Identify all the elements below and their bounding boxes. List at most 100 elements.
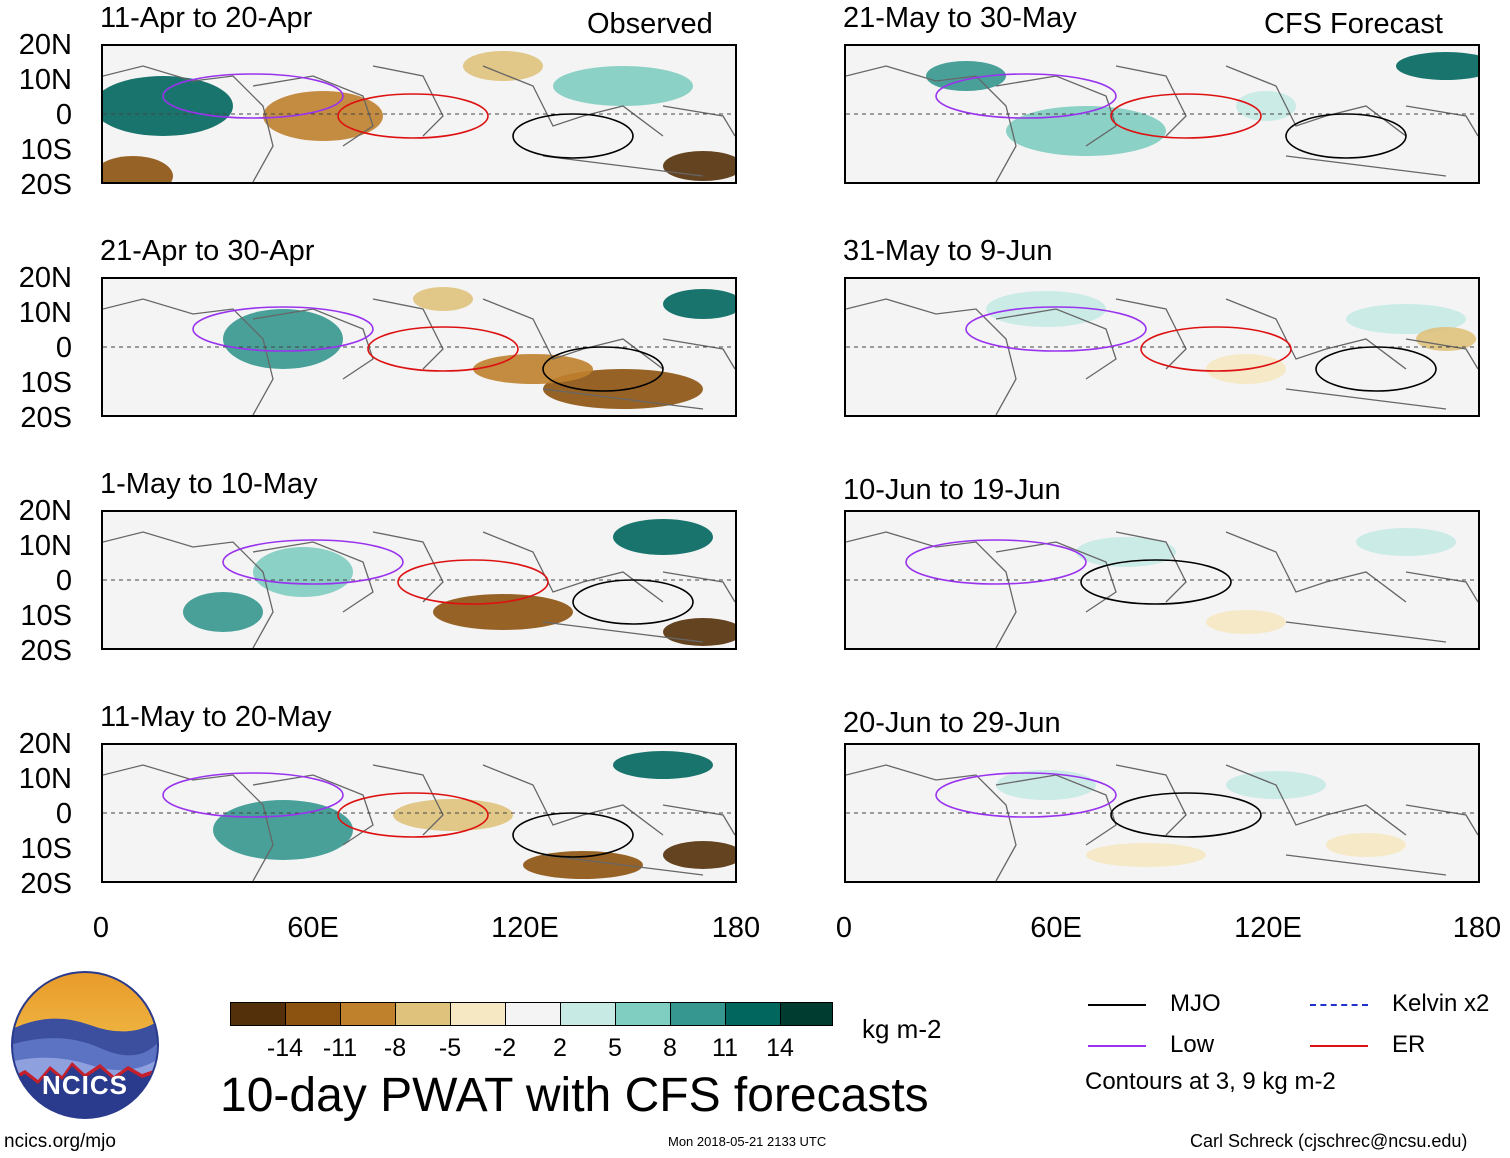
pwat-anomaly-blob <box>103 156 173 182</box>
coastline <box>482 531 664 603</box>
wave-contour <box>572 579 694 625</box>
pwat-anomaly-blob <box>393 799 513 831</box>
x-tick-0-left: 0 <box>92 912 110 944</box>
wave-contour <box>162 73 344 119</box>
pwat-anomaly-blob <box>413 287 473 311</box>
y-tick-20s: 20S <box>20 635 72 667</box>
ncics-logo: NCICS <box>10 970 160 1120</box>
pwat-anomaly-blob <box>663 289 735 319</box>
colorbar-label: 2 <box>553 1034 567 1062</box>
coastline <box>995 75 1117 147</box>
pwat-anomaly-blob <box>433 594 573 630</box>
footer-author: Carl Schreck (cjschrec@ncsu.edu) <box>1190 1131 1468 1151</box>
map-svg <box>103 46 735 182</box>
coastline <box>1285 388 1447 410</box>
coastline <box>1405 804 1478 836</box>
coastline <box>103 531 274 648</box>
pwat-anomaly-blob <box>223 309 343 369</box>
legend-note: Contours at 3, 9 kg m-2 <box>1085 1068 1336 1095</box>
coastline <box>103 65 274 182</box>
legend-swatch-kelvin <box>1310 1004 1368 1006</box>
coastline <box>1285 854 1447 876</box>
y-tick-10n: 10N <box>18 530 72 562</box>
map-svg <box>103 279 735 415</box>
wave-contour <box>1110 792 1262 838</box>
colorbar-label: -11 <box>322 1034 358 1062</box>
coastline <box>542 388 704 410</box>
coastline <box>1225 531 1407 603</box>
legend-label-mjo: MJO <box>1170 990 1221 1017</box>
coastline <box>995 774 1117 846</box>
pwat-anomaly-blob <box>183 592 263 632</box>
map-svg <box>103 512 735 648</box>
y-tick-10s: 10S <box>20 833 72 865</box>
panel-title-fc-3: 10-Jun to 19-Jun <box>843 474 1061 506</box>
panel-title-fc-2: 31-May to 9-Jun <box>843 235 1053 267</box>
coastline <box>1115 531 1187 603</box>
y-tick-0: 0 <box>55 565 72 597</box>
coastline <box>1405 571 1478 603</box>
legend-swatch-low <box>1088 1045 1146 1047</box>
pwat-anomaly-blob <box>553 66 693 106</box>
map-svg <box>846 46 1478 182</box>
y-tick-20n: 20N <box>18 728 72 760</box>
coastline <box>103 298 274 415</box>
y-tick-10n: 10N <box>18 64 72 96</box>
coastline <box>542 854 704 876</box>
wave-contour <box>935 772 1117 818</box>
wave-contour <box>337 792 489 838</box>
wave-contour <box>905 539 1087 585</box>
y-tick-0: 0 <box>55 99 72 131</box>
pwat-anomaly-blob <box>463 51 543 81</box>
x-tick-120e-left: 120E <box>491 912 559 944</box>
colorbar-swatch <box>340 1002 396 1026</box>
coastline <box>662 105 735 137</box>
map-svg <box>846 279 1478 415</box>
x-tick-0-right: 0 <box>835 912 853 944</box>
legend-label-er: ER <box>1392 1031 1426 1058</box>
y-tick-10n: 10N <box>18 763 72 795</box>
pwat-anomaly-blob <box>523 851 643 879</box>
coastline <box>662 571 735 603</box>
pwat-anomaly-blob <box>213 800 353 860</box>
ncics-logo-graphic <box>11 971 159 1119</box>
main-title: 10-day PWAT with CFS forecasts <box>220 1069 929 1122</box>
coastline <box>482 65 664 137</box>
y-tick-10s: 10S <box>20 367 72 399</box>
map-svg <box>846 512 1478 648</box>
map-panel-obs-4 <box>101 743 737 883</box>
wave-contour <box>1110 93 1262 139</box>
colorbar-swatch <box>615 1002 671 1026</box>
pwat-anomaly-blob <box>1006 106 1166 156</box>
footer-url[interactable]: ncics.org/mjo <box>4 1131 116 1152</box>
wave-contour <box>1140 326 1292 372</box>
wave-contour <box>162 772 344 818</box>
y-tick-10n: 10N <box>18 297 72 329</box>
wave-contour <box>512 812 634 858</box>
y-tick-20n: 20N <box>18 262 72 294</box>
map-svg <box>846 745 1478 881</box>
panel-title-fc-1: 21-May to 30-May <box>843 2 1077 34</box>
pwat-anomaly-blob <box>613 751 713 779</box>
coastline <box>372 65 444 137</box>
x-tick-180-left: 180 <box>711 912 761 944</box>
panel-title-obs-4: 11-May to 20-May <box>100 701 332 733</box>
coastline <box>846 764 1017 881</box>
y-tick-20n: 20N <box>18 495 72 527</box>
coastline <box>995 308 1117 380</box>
map-svg <box>103 745 735 881</box>
colorbar-swatch <box>780 1002 833 1026</box>
coastline <box>103 764 274 881</box>
legend-swatch-er <box>1310 1045 1368 1047</box>
wave-contour <box>1315 346 1437 392</box>
pwat-anomaly-blob <box>996 770 1096 800</box>
coastline <box>846 65 1017 182</box>
pwat-anomaly-blob <box>1416 327 1476 351</box>
colorbar-label: 14 <box>766 1034 794 1062</box>
cfs-forecast-label: CFS Forecast <box>1264 8 1443 40</box>
panel-title-fc-4: 20-Jun to 29-Jun <box>843 707 1061 739</box>
colorbar-label: 8 <box>663 1034 677 1062</box>
colorbar-label: -14 <box>266 1034 304 1062</box>
pwat-anomaly-blob <box>1236 91 1296 121</box>
coastline <box>542 621 704 643</box>
